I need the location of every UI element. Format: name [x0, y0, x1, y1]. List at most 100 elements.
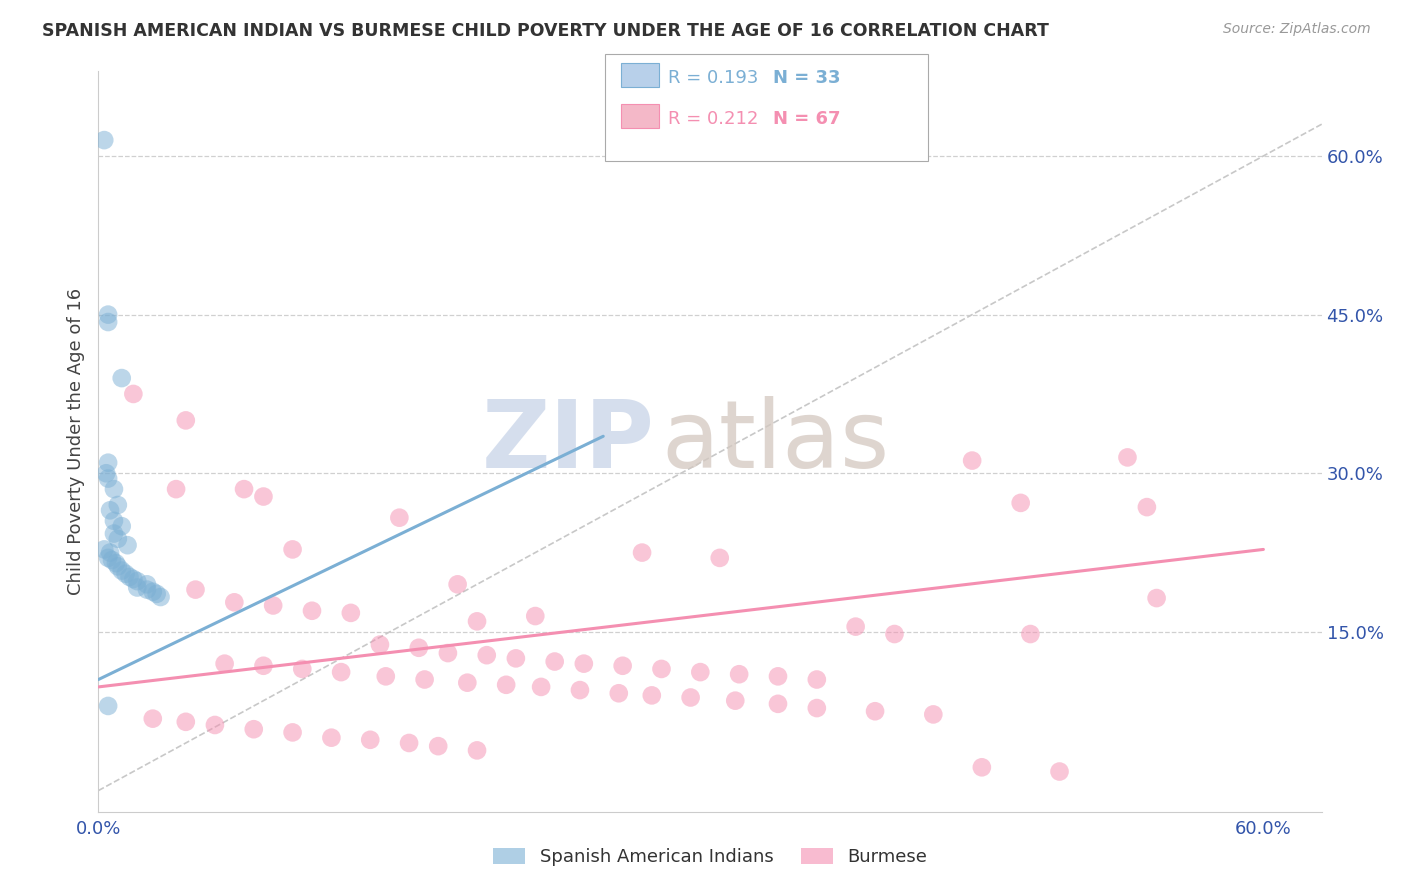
Point — [93, 542, 115, 557]
Point — [98, 545, 121, 560]
Point — [136, 582, 159, 597]
Point — [922, 707, 945, 722]
Point — [709, 550, 731, 565]
Point — [204, 718, 226, 732]
Point — [806, 701, 828, 715]
Point — [142, 712, 165, 726]
Text: atlas: atlas — [661, 395, 890, 488]
Point — [127, 574, 149, 589]
Point — [111, 564, 134, 578]
Point — [495, 678, 517, 692]
Point — [122, 387, 145, 401]
Point — [388, 510, 411, 524]
Point — [465, 743, 488, 757]
Point — [252, 490, 274, 504]
Point — [465, 615, 488, 629]
Point — [359, 732, 381, 747]
Point — [1116, 450, 1139, 465]
Point — [960, 453, 983, 467]
Point — [233, 482, 256, 496]
Point — [568, 683, 591, 698]
Point — [340, 606, 363, 620]
Point — [806, 673, 828, 687]
Point — [122, 572, 145, 586]
Point — [728, 667, 751, 681]
Point — [104, 556, 127, 570]
Point — [679, 690, 702, 705]
Point — [184, 582, 207, 597]
Point — [330, 665, 353, 679]
Point — [97, 315, 120, 329]
Point — [97, 308, 120, 322]
Point — [631, 545, 654, 560]
Point — [281, 725, 304, 739]
Point — [101, 553, 124, 567]
Point — [413, 673, 436, 687]
Point — [612, 658, 634, 673]
Point — [224, 595, 246, 609]
Point — [689, 665, 711, 679]
Point — [446, 577, 468, 591]
Point — [174, 413, 197, 427]
Point — [883, 627, 905, 641]
Point — [145, 587, 167, 601]
Point — [174, 714, 197, 729]
Point — [252, 658, 274, 673]
Point — [321, 731, 343, 745]
Point — [572, 657, 595, 671]
Point — [111, 371, 134, 385]
Point — [505, 651, 527, 665]
Text: N = 67: N = 67 — [773, 110, 841, 128]
Point — [301, 604, 323, 618]
Point — [437, 646, 460, 660]
Point — [368, 638, 391, 652]
Point — [1010, 496, 1032, 510]
Point — [103, 514, 125, 528]
Point — [97, 550, 120, 565]
Point — [427, 739, 450, 753]
Point — [107, 532, 129, 546]
Point — [845, 619, 868, 633]
Text: SPANISH AMERICAN INDIAN VS BURMESE CHILD POVERTY UNDER THE AGE OF 16 CORRELATION: SPANISH AMERICAN INDIAN VS BURMESE CHILD… — [42, 22, 1049, 40]
Point — [117, 538, 139, 552]
Point — [863, 704, 886, 718]
Point — [456, 675, 478, 690]
Point — [118, 570, 141, 584]
Point — [374, 669, 396, 683]
Point — [98, 503, 121, 517]
Point — [262, 599, 284, 613]
Point — [96, 467, 118, 481]
Point — [650, 662, 672, 676]
Point — [103, 482, 125, 496]
Point — [214, 657, 236, 671]
Point — [136, 577, 159, 591]
Point — [103, 526, 125, 541]
Text: Source: ZipAtlas.com: Source: ZipAtlas.com — [1223, 22, 1371, 37]
Point — [93, 133, 115, 147]
Text: N = 33: N = 33 — [773, 69, 841, 87]
Point — [281, 542, 304, 557]
Point — [1146, 591, 1168, 605]
Text: R = 0.212: R = 0.212 — [668, 110, 776, 128]
Point — [1049, 764, 1071, 779]
Y-axis label: Child Poverty Under the Age of 16: Child Poverty Under the Age of 16 — [67, 288, 86, 595]
Point — [724, 694, 747, 708]
Point — [970, 760, 993, 774]
Point — [107, 559, 129, 574]
Point — [475, 648, 498, 663]
Point — [97, 472, 120, 486]
Point — [142, 584, 165, 599]
Point — [408, 640, 430, 655]
Point — [127, 581, 149, 595]
Point — [107, 498, 129, 512]
Point — [607, 686, 630, 700]
Point — [291, 662, 314, 676]
Point — [766, 697, 789, 711]
Legend: Spanish American Indians, Burmese: Spanish American Indians, Burmese — [485, 840, 935, 873]
Text: R = 0.193: R = 0.193 — [668, 69, 776, 87]
Text: ZIP: ZIP — [482, 395, 655, 488]
Point — [114, 566, 136, 581]
Point — [1019, 627, 1042, 641]
Point — [97, 456, 120, 470]
Point — [524, 609, 547, 624]
